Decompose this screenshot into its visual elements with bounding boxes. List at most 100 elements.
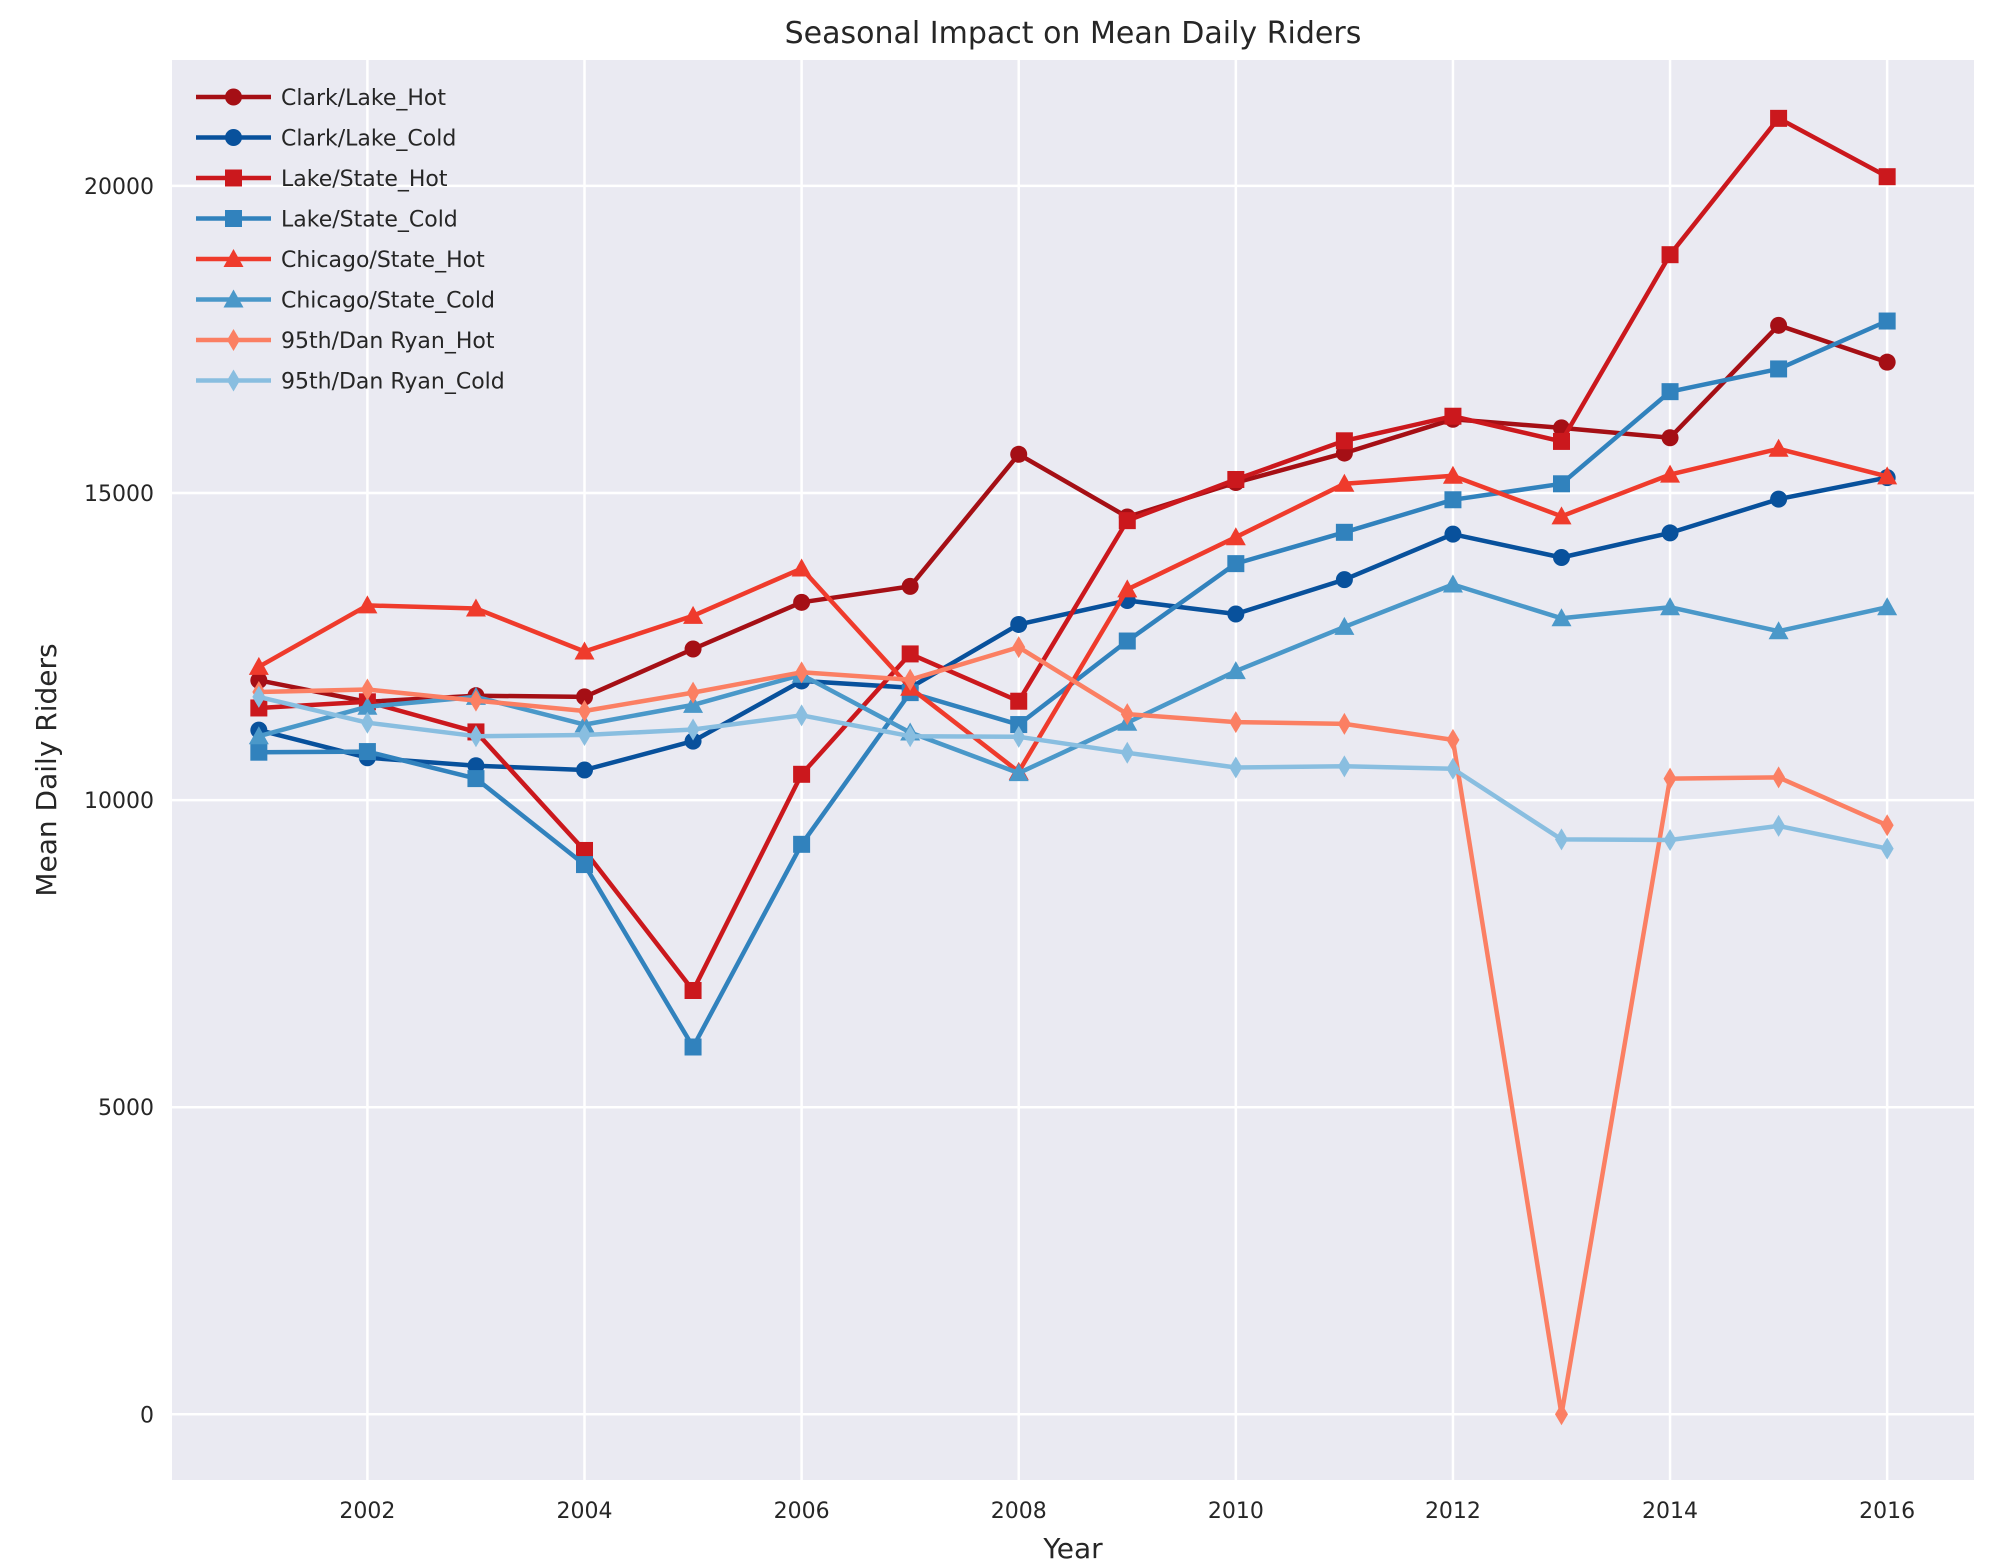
data-point (358, 743, 376, 761)
data-point (578, 723, 592, 746)
series-layer (248, 109, 1898, 1426)
data-point (1446, 728, 1460, 751)
legend-label: Chicago/State_Cold (281, 289, 495, 314)
data-point (1661, 246, 1679, 264)
legend-marker (225, 88, 242, 106)
legend-label: Lake/State_Cold (281, 208, 458, 233)
data-point (1661, 524, 1679, 542)
data-point (1444, 407, 1462, 425)
data-point (903, 725, 917, 748)
data-point (1120, 741, 1134, 764)
data-point (1118, 632, 1136, 650)
data-point (574, 714, 595, 733)
data-point (1010, 692, 1028, 710)
data-point (1444, 491, 1462, 509)
legend-item-clark-lake-hot: Clark/Lake_Hot (196, 86, 446, 111)
data-point (793, 835, 811, 853)
data-point (1878, 168, 1896, 186)
legend-item-chicago-state-cold: Chicago/State_Cold (196, 289, 495, 314)
data-point (1661, 429, 1679, 447)
series-line-95th-dan-ryan-hot (256, 644, 1890, 1417)
data-point (357, 595, 378, 614)
data-point (1554, 1403, 1568, 1426)
data-point (1227, 470, 1245, 488)
data-point (469, 725, 483, 748)
data-point (683, 694, 704, 713)
data-point (684, 640, 702, 658)
data-point (250, 671, 268, 689)
y-tick-label: 15000 (84, 482, 154, 507)
series-line-95th-dan-ryan-cold (256, 694, 1890, 851)
data-point (467, 757, 485, 775)
data-point (1554, 828, 1568, 851)
data-point (576, 761, 594, 779)
series-line-clark-lake-hot (256, 323, 1890, 705)
data-point (1660, 597, 1681, 616)
data-point (1008, 763, 1029, 782)
series-line-lake-state-hot (256, 116, 1890, 993)
x-tick-label: 2014 (1642, 1499, 1698, 1524)
data-point (360, 711, 374, 734)
x-tick-label: 2008 (991, 1499, 1047, 1524)
data-point (1227, 555, 1245, 573)
data-point (1552, 432, 1570, 450)
x-tick-label: 2016 (1859, 1499, 1915, 1524)
data-point (793, 593, 811, 611)
data-point (1120, 703, 1134, 726)
data-point (1663, 767, 1677, 790)
series-95th-dan-ryan-cold (252, 685, 1894, 860)
legend-label: 95th/Dan Ryan_Cold (281, 370, 505, 395)
legend-marker (227, 369, 240, 392)
series-clark-lake-hot (250, 316, 1896, 711)
data-point (248, 656, 269, 675)
data-point (1229, 711, 1243, 734)
legend-item-95th-dan-ryan-cold: 95th/Dan Ryan_Cold (196, 369, 505, 395)
legend-marker (227, 329, 240, 351)
y-tick-label: 5000 (98, 1096, 154, 1121)
data-point (1663, 829, 1677, 852)
data-point (1010, 615, 1028, 633)
y-axis-ticks: 0 5000 10000 15000 20000 (84, 175, 154, 1428)
data-point (1661, 383, 1679, 401)
data-point (1334, 616, 1355, 635)
data-point (357, 696, 378, 715)
legend-item-95th-dan-ryan-hot: 95th/Dan Ryan_Hot (196, 329, 495, 354)
data-point (1880, 814, 1894, 837)
legend-label: Chicago/State_Hot (281, 248, 485, 273)
x-tick-label: 2004 (557, 1499, 613, 1524)
legend-item-lake-state-hot: Lake/State_Hot (196, 167, 448, 192)
data-point (250, 699, 268, 717)
legend-marker (223, 249, 244, 267)
data-point (1772, 814, 1786, 837)
data-point (683, 605, 704, 624)
data-point (795, 661, 809, 684)
data-point (793, 765, 811, 783)
data-point (1337, 755, 1351, 778)
data-point (465, 598, 486, 617)
data-point (901, 645, 919, 663)
data-point (248, 726, 269, 745)
legend-label: Lake/State_Hot (281, 167, 448, 192)
data-point (467, 770, 485, 788)
data-point (1442, 465, 1463, 484)
data-point (1768, 438, 1789, 457)
data-point (1770, 490, 1788, 508)
data-point (901, 577, 919, 595)
data-point (1768, 621, 1789, 640)
x-tick-label: 2012 (1425, 1499, 1481, 1524)
data-point (791, 558, 812, 577)
data-point (578, 700, 592, 723)
data-point (1442, 574, 1463, 593)
data-point (1010, 445, 1028, 463)
legend-marker (223, 289, 244, 308)
data-point (795, 704, 809, 727)
data-point (1552, 475, 1570, 493)
series-line-chicago-state-cold (256, 582, 1890, 776)
x-axis-ticks: 2002 2004 2006 2008 2010 2012 2014 2016 (339, 1499, 1915, 1524)
data-point (1117, 579, 1138, 598)
data-point (250, 743, 268, 761)
data-point (1878, 353, 1896, 371)
legend-item-clark-lake-cold: Clark/Lake_Cold (196, 127, 456, 152)
legend: Clark/Lake_Hot Clark/Lake_Cold Lake/State_… (196, 86, 505, 395)
